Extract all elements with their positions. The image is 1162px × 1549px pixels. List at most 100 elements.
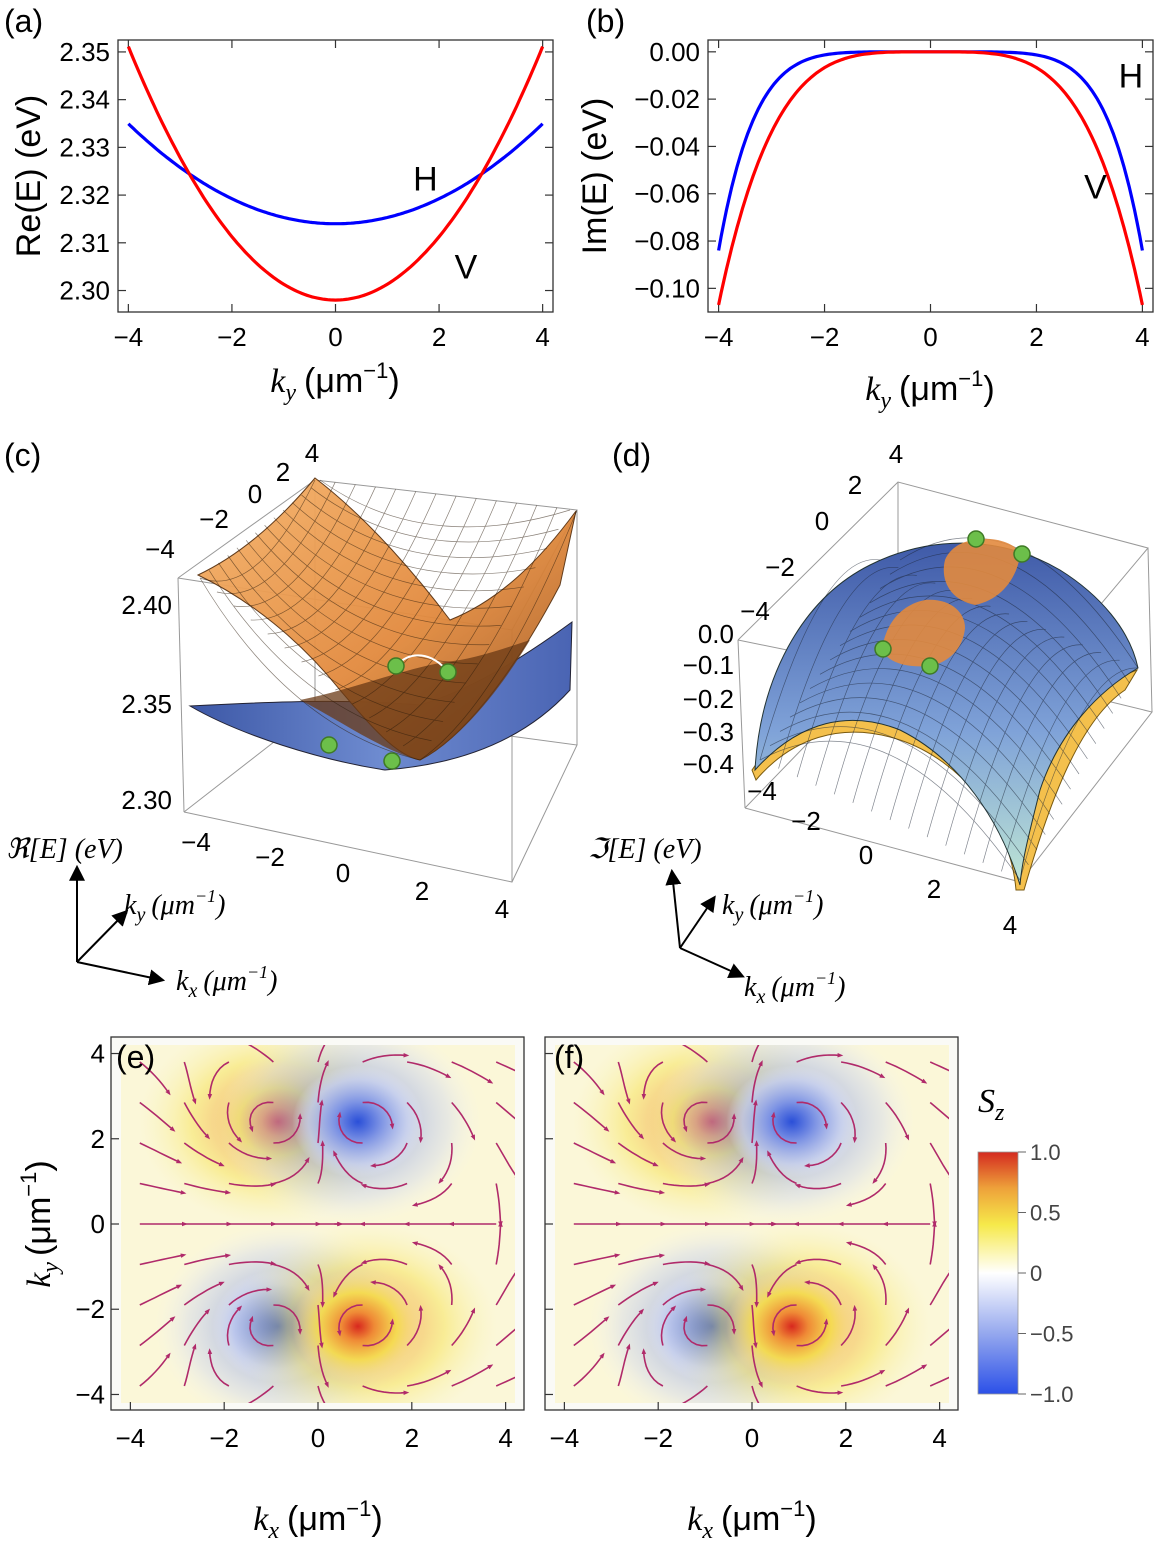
panel-d-ztick: −0.2: [683, 684, 734, 714]
colorbar: Sz 1.0 0.5 0 −0.5 −1.0: [977, 1083, 1073, 1407]
panel-f-streamline: [681, 1385, 708, 1403]
panel-f-streamline: [929, 1142, 949, 1182]
panel-c-mesh-line: [233, 484, 356, 607]
panel-c-kx-ticks: −4 −2 0 2 4: [181, 827, 509, 924]
panel-d-mesh-line: [769, 726, 1029, 866]
panel-c-mesh-line: [310, 487, 559, 543]
panel-d-mesh-line: [889, 613, 1010, 821]
panel-e-streamline: [406, 1101, 424, 1144]
panel-f-streamline: [796, 1318, 829, 1347]
panel-c-mesh-line: [273, 517, 513, 609]
panel-f-streamline: [751, 1140, 759, 1184]
panel-e-ytick-label: −2: [75, 1294, 105, 1324]
panel-a-ytick-label: 2.35: [59, 37, 110, 67]
panel-c-kxtick: −4: [181, 827, 211, 857]
panel-e-streamline: [317, 1304, 324, 1349]
panel-e-streamline: [451, 1307, 476, 1347]
panel-e-xtick-label: −2: [209, 1423, 239, 1453]
panel-f-streamline: [845, 1241, 887, 1266]
panel-b-series-V: [717, 50, 1144, 306]
panel-e-streamline: [406, 1061, 452, 1079]
panel-e-streamline: [317, 1045, 326, 1063]
panel-d-axis-z-arrow: [665, 868, 682, 949]
panel-d-mesh-line: [839, 624, 1088, 760]
panel-a-frame: [117, 39, 554, 313]
panel-d-kytick: −4: [740, 596, 770, 626]
panel-f-streamline: [767, 1150, 797, 1185]
panel-f-streamline: [929, 1101, 949, 1120]
panel-e-ytick-label: 0: [91, 1209, 105, 1239]
panel-e: (e) −4 −2 0 2 4 4 2 0 −2 −4 ky(μm−1) kx (μm−1): [16, 1036, 525, 1544]
panel-f-xtick-label: 2: [839, 1423, 853, 1453]
panel-f-streamline: [794, 1258, 842, 1266]
panel-c-kx-label: kx (μm−1): [176, 962, 277, 1002]
panel-a-series-H: [127, 122, 544, 226]
panel-e-streamline: [183, 1142, 225, 1167]
panel-b-ytick-label: −0.06: [634, 179, 700, 209]
panel-d-label: (d): [612, 437, 651, 473]
panel-c-kxtick: −2: [255, 842, 285, 872]
panel-e-ticks: −4 −2 0 2 4 4 2 0 −2 −4: [75, 1039, 513, 1453]
panel-d-mesh-line: [778, 566, 899, 769]
panel-d-axis-ky-arrow: [679, 895, 716, 949]
panel-e-streamline: [226, 1305, 243, 1346]
panel-f-streamline: [929, 1266, 949, 1306]
panel-c-mesh-line: [267, 489, 396, 635]
panel-c-mesh-line: [284, 491, 417, 649]
panel-a-series: [126, 46, 545, 302]
panel-e-streamline: [183, 1061, 197, 1105]
panel-c-axis-ky-arrow: [76, 909, 129, 963]
panel-f-streamline: [770, 1304, 797, 1337]
panel-a-ytick-label: 2.33: [59, 132, 110, 162]
panel-e-streamline: [451, 1101, 476, 1141]
panel-c-mesh-line: [255, 532, 490, 646]
panel-c: (c) 2.40 2.35 2.30 −4 −2 0: [4, 437, 578, 1002]
panel-c-kxtick: 0: [336, 858, 350, 888]
panel-f-streamline: [707, 1113, 737, 1144]
panel-f-streamline: [617, 1308, 645, 1346]
panel-c-ep-point: [383, 752, 401, 770]
panel-d-mesh-line: [982, 652, 1102, 863]
panel-c-mesh-line: [352, 500, 497, 705]
panel-e-streamline: [273, 1263, 310, 1291]
panel-e-xtick-label: 2: [405, 1423, 419, 1453]
panel-d-mesh-line: [789, 697, 1046, 835]
panel-d-kytick: −2: [765, 552, 795, 582]
panel-e-xtick-label: 0: [311, 1423, 325, 1453]
panel-e-streamline: [495, 1376, 515, 1387]
panel-e-streamline: [228, 1261, 277, 1266]
panel-c-kytick: 2: [276, 457, 290, 487]
panel-e-streamline: [360, 1182, 408, 1190]
panel-d-mesh-line: [926, 629, 1046, 838]
panel-e-streamline: [495, 1328, 515, 1347]
panel-c-mesh-line: [292, 502, 536, 575]
panel-d-kx-label: kx (μm−1): [744, 968, 845, 1008]
panel-a-xtick-label: 0: [328, 322, 342, 352]
panel-f-streamline: [770, 1111, 797, 1144]
panel-d-ztick: −0.4: [683, 749, 734, 779]
panel-f-streamline: [707, 1157, 744, 1185]
panel-f-streamline: [751, 1304, 758, 1349]
panel-d-mesh-line: [815, 582, 936, 786]
panel-a-ytick-label: 2.32: [59, 180, 110, 210]
panel-e-streamline: [228, 1287, 273, 1306]
panel-f-streamline: [929, 1220, 937, 1265]
panel-e-streamline: [411, 1241, 453, 1266]
panel-e-streamline: [183, 1281, 225, 1306]
panel-f-streamline: [573, 1253, 621, 1266]
panel-e-streamline: [184, 1182, 232, 1195]
panel-e-streamline: [333, 1263, 363, 1298]
panel-d-ky-label: ky (μm−1): [722, 886, 823, 926]
panel-c-label: (c): [4, 437, 41, 473]
panel-f-xtick-label: 4: [932, 1423, 946, 1453]
panel-f-streamline: [617, 1061, 631, 1105]
panel-f-streamline: [804, 1280, 842, 1306]
panel-e-label: (e): [116, 1039, 155, 1075]
panel-c-mesh-line: [216, 482, 336, 594]
panel-f-streamline: [885, 1101, 910, 1141]
panel-d-axis-kx-arrow: [679, 947, 745, 979]
panel-d-ep-point: [967, 530, 985, 548]
panel-f-streamline: [929, 1328, 949, 1347]
panel-f-streamline: [840, 1101, 858, 1144]
